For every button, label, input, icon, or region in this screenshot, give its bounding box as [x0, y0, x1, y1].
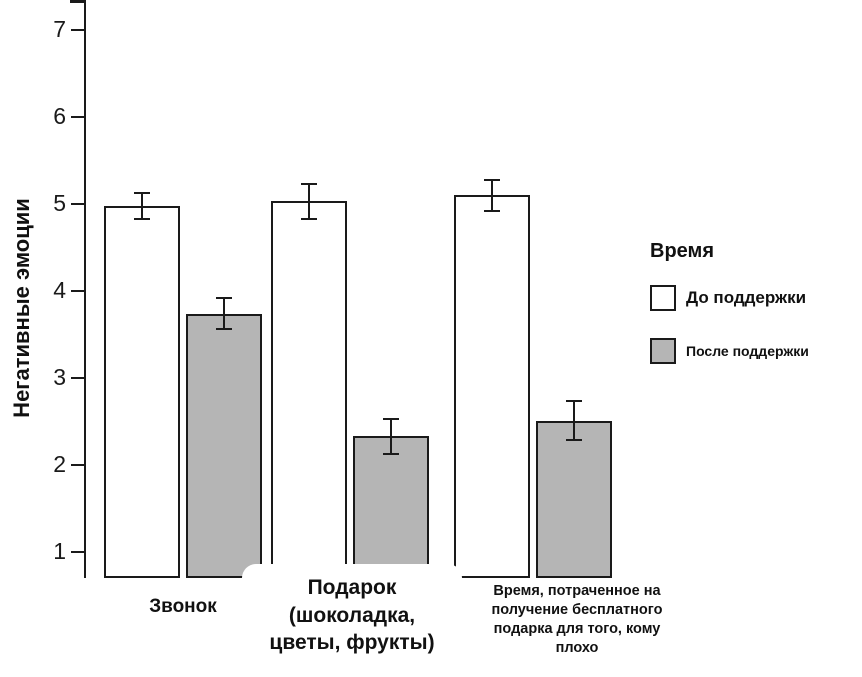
y-axis-line [84, 0, 86, 578]
error-bar-cap-bottom [383, 452, 399, 455]
x-category-label: Подарок (шоколадка, цветы, фрукты) [242, 564, 462, 658]
x-category-label-line: подарка для того, кому [493, 621, 661, 638]
x-category-label-line: Звонок [149, 596, 217, 617]
legend-item-before-support: До поддержки [650, 285, 860, 311]
error-bar-cap-top [566, 400, 582, 403]
x-category-label: Звонок [98, 594, 268, 619]
legend-label-before-support: До поддержки [686, 288, 807, 307]
error-bar-cap-top [216, 296, 232, 299]
legend-swatch-after-support [650, 338, 676, 364]
error-bar-line [491, 179, 493, 211]
error-bar-line [573, 401, 575, 440]
x-category-label-line: цветы, фрукты) [269, 631, 435, 655]
bar-before-support [454, 195, 530, 578]
y-tick [71, 376, 84, 379]
error-bar-cap-top [134, 191, 150, 194]
error-bar-line [308, 183, 310, 219]
x-category-label: Время, потраченное на получение бесплатно… [457, 582, 697, 659]
error-bar-line [223, 297, 225, 330]
error-bar-line [141, 192, 143, 219]
bar-before-support [104, 205, 180, 578]
error-bar-cap-top [484, 178, 500, 181]
y-tick [71, 202, 84, 205]
error-bar-cap-bottom [301, 217, 317, 220]
legend: Время До поддержки После поддержки [650, 240, 860, 391]
error-bar-cap-bottom [216, 328, 232, 331]
y-tick [71, 550, 84, 553]
error-bar-line [390, 418, 392, 454]
legend-title: Время [650, 240, 714, 262]
y-tick [71, 289, 84, 292]
legend-swatch-before-support [650, 285, 676, 311]
error-bar-cap-bottom [484, 209, 500, 212]
y-tick-label: 2 [53, 450, 66, 477]
y-tick-label: 1 [53, 537, 66, 564]
legend-label-after-support: После поддержки [686, 343, 809, 359]
y-tick-label: 3 [53, 363, 66, 390]
x-category-label-line: (шоколадка, [288, 603, 416, 627]
x-category-label-line: плохо [555, 640, 599, 657]
x-category-label-line: Подарок [307, 576, 397, 599]
error-bar-cap-bottom [134, 217, 150, 220]
y-tick-label: 7 [53, 15, 66, 42]
bar-before-support [271, 201, 347, 578]
y-tick-label: 6 [53, 102, 66, 129]
legend-item-after-support: После поддержки [650, 338, 860, 364]
x-category-label-line: получение бесплатного [491, 602, 663, 619]
bar-after-support [353, 436, 429, 578]
y-axis-top-tick [70, 0, 85, 3]
bar-after-support [186, 313, 262, 578]
x-category-label-line: Время, потраченное на [493, 583, 661, 599]
error-bar-cap-top [383, 417, 399, 420]
error-bar-cap-bottom [566, 438, 582, 441]
error-bar-cap-top [301, 182, 317, 185]
y-tick [71, 463, 84, 466]
bar-after-support [536, 420, 612, 578]
y-tick-label: 4 [53, 276, 66, 303]
y-tick [71, 28, 84, 31]
y-tick [71, 115, 84, 118]
y-tick-label: 5 [53, 189, 66, 216]
